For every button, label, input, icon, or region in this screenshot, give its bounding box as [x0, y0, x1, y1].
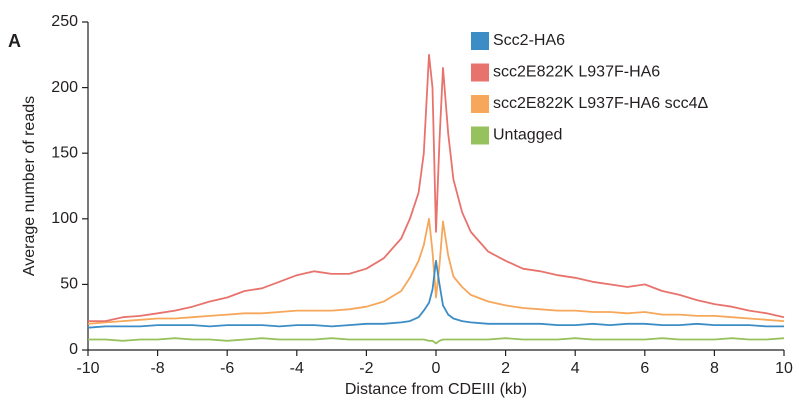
legend-swatch	[471, 63, 489, 82]
series-line	[87, 259, 784, 329]
x-axis-label: Distance from CDEIII (kb)	[345, 381, 527, 398]
series-line	[88, 337, 785, 345]
legend-label: scc2E822K L937F-HA6	[493, 64, 660, 81]
legend-label: Untagged	[493, 127, 562, 144]
x-tick-label: -8	[150, 360, 164, 377]
y-tick-label: 0	[69, 341, 78, 358]
x-tick-label: 0	[432, 360, 441, 377]
x-tick-label: 2	[501, 360, 510, 377]
legend-label: scc2E822K L937F-HA6 scc4Δ	[493, 95, 709, 112]
x-tick-label: 4	[571, 360, 580, 377]
series-line	[87, 217, 785, 325]
panel-label: A	[8, 31, 21, 51]
legend-swatch	[471, 32, 489, 50]
legend-swatch	[471, 126, 489, 145]
x-tick-label: -6	[220, 360, 234, 377]
legend-swatch	[471, 95, 489, 113]
y-tick-label: 200	[51, 79, 78, 96]
x-tick-label: -4	[290, 360, 304, 377]
y-axis-label: Average number of reads	[21, 96, 38, 276]
y-tick-label: 150	[51, 144, 78, 161]
y-tick-label: 250	[51, 13, 78, 30]
x-tick-label: -10	[76, 360, 99, 377]
series-line	[88, 53, 785, 322]
x-tick-label: -2	[359, 360, 373, 377]
x-tick-label: 6	[640, 360, 649, 377]
x-tick-label: 10	[775, 360, 793, 377]
x-tick-label: 8	[710, 360, 719, 377]
legend-label: Scc2-HA6	[493, 32, 565, 49]
y-tick-label: 50	[60, 276, 78, 293]
y-tick-label: 100	[51, 210, 78, 227]
